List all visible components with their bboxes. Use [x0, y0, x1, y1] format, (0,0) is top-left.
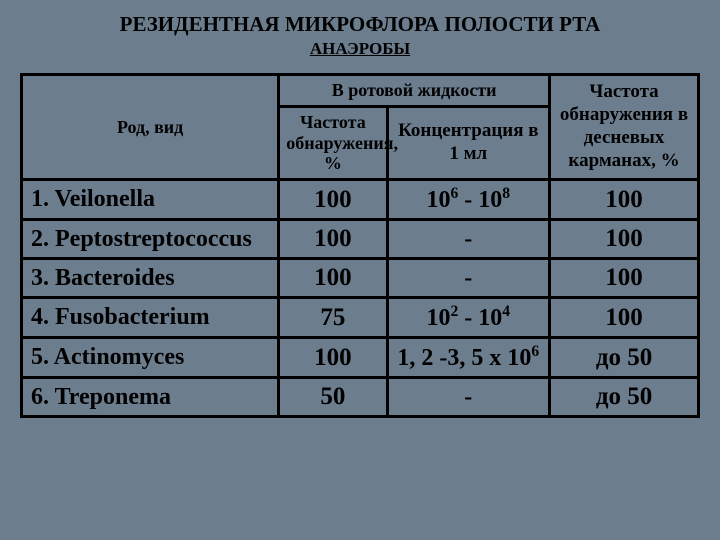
- freq-cell: 75: [279, 298, 387, 338]
- gum-cell: до 50: [550, 338, 699, 378]
- freq-cell: 100: [279, 180, 387, 220]
- species-cell: 3. Bacteroides: [22, 259, 279, 298]
- species-cell: 5. Actinomyces: [22, 338, 279, 378]
- conc-cell: -: [387, 378, 549, 417]
- gum-cell: 100: [550, 180, 699, 220]
- title-sub: АНАЭРОБЫ: [20, 39, 700, 59]
- species-cell: 6. Treponema: [22, 378, 279, 417]
- conc-cell: 106 - 108: [387, 180, 549, 220]
- conc-cell: -: [387, 220, 549, 259]
- table-row: 6. Treponema50-до 50: [22, 378, 699, 417]
- gum-cell: 100: [550, 298, 699, 338]
- conc-cell: 1, 2 -3, 5 х 106: [387, 338, 549, 378]
- header-conc: Концентрация в 1 мл: [387, 107, 549, 180]
- gum-cell: до 50: [550, 378, 699, 417]
- header-gum: Частота обнаружения в десневых карманах,…: [550, 75, 699, 180]
- table-row: 5. Actinomyces1001, 2 -3, 5 х 106до 50: [22, 338, 699, 378]
- freq-cell: 100: [279, 259, 387, 298]
- table-row: 1. Veilonella100106 - 108100: [22, 180, 699, 220]
- table-row: 4. Fusobacterium75102 - 104100: [22, 298, 699, 338]
- freq-cell: 100: [279, 220, 387, 259]
- gum-cell: 100: [550, 220, 699, 259]
- header-species: Род, вид: [22, 75, 279, 180]
- microflora-table: Род, вид В ротовой жидкости Частота обна…: [20, 73, 700, 418]
- species-cell: 2. Peptostreptococcus: [22, 220, 279, 259]
- conc-cell: 102 - 104: [387, 298, 549, 338]
- species-cell: 1. Veilonella: [22, 180, 279, 220]
- table-row: 3. Bacteroides100-100: [22, 259, 699, 298]
- gum-cell: 100: [550, 259, 699, 298]
- header-freq: Частота обнаружения, %: [279, 107, 387, 180]
- freq-cell: 100: [279, 338, 387, 378]
- conc-cell: -: [387, 259, 549, 298]
- title-main: РЕЗИДЕНТНАЯ МИКРОФЛОРА ПОЛОСТИ РТА: [20, 12, 700, 37]
- header-row-1: Род, вид В ротовой жидкости Частота обна…: [22, 75, 699, 107]
- table-row: 2. Peptostreptococcus100-100: [22, 220, 699, 259]
- header-oral-fluid: В ротовой жидкости: [279, 75, 550, 107]
- species-cell: 4. Fusobacterium: [22, 298, 279, 338]
- freq-cell: 50: [279, 378, 387, 417]
